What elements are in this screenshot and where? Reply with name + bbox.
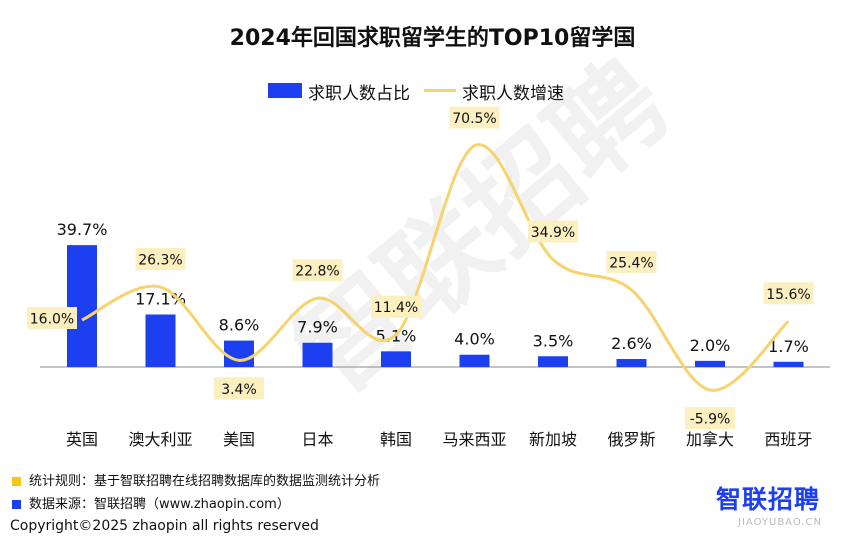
legend-line-label: 求职人数增速 [462,84,564,104]
line-label-4: 11.4% [374,300,418,316]
line-label-box-7 [606,250,657,273]
bar-2 [224,340,254,367]
line-label-9: 15.6% [766,287,810,303]
bar-1 [145,314,176,367]
line-label-1: 26.3% [138,253,182,269]
line-label-0: 16.0% [30,312,74,328]
x-tick-label-7: 俄罗斯 [607,430,655,449]
note-rule-text: 统计规则：基于智联招聘在线招聘数据库的数据监测统计分析 [29,474,381,489]
bar-7 [616,359,647,367]
bar-label-7: 2.6% [611,334,652,353]
bar-label-6: 3.5% [533,331,574,350]
line-label-7: 25.4% [609,255,653,271]
bar-3 [302,342,333,367]
bar-4 [381,351,411,367]
legend: 求职人数占比 求职人数增速 [0,79,865,104]
x-tick-label-2: 美国 [223,430,255,449]
bar-label-3: 7.9% [297,318,338,337]
note-source: 数据来源：智联招聘（www.zhaopin.com） [12,493,290,512]
bar-9 [773,361,804,367]
x-tick-label-6: 新加坡 [529,430,577,449]
legend-bar-swatch [268,83,302,98]
note-rule: 统计规则：基于智联招聘在线招聘数据库的数据监测统计分析 [12,470,380,489]
bar-label-2: 8.6% [219,316,260,335]
line-label-box-0 [27,307,77,329]
x-tick-label-4: 韩国 [380,430,412,449]
line-label-3: 22.8% [295,264,339,280]
chart-area: 39.7%17.1%8.6% 7.9% 5.1% 4.0% 3.5% 2.6% 2.0% 1.… [27,106,830,449]
bar-6 [538,356,568,367]
note-source-marker [12,500,21,509]
bar-label-9: 1.7% [768,337,809,356]
note-rule-marker [12,477,21,486]
line-label-box-8 [685,407,735,430]
line-label-box-2 [214,377,264,400]
bar-8 [695,360,725,367]
copyright: Copyright©2025 zhaopin all rights reserv… [10,518,319,534]
line-label-5: 70.5% [452,111,496,127]
logo-subtext: JIAOYUBAO.CN [738,517,822,528]
line-label-8: -5.9% [690,412,731,428]
bar-5 [459,354,490,367]
line-label-box-4 [371,295,421,318]
note-source-text: 数据来源：智联招聘（www.zhaopin.com） [29,497,290,512]
bar-label-0: 39.7% [57,220,108,239]
legend-bar-label: 求职人数占比 [308,84,410,104]
chart-title: 2024年回国求职留学生的TOP10留学国 [229,26,636,51]
line-label-box-5 [449,106,500,129]
x-tick-label-3: 日本 [301,430,333,449]
line-label-box-1 [135,248,186,271]
bar-label-5: 4.0% [454,330,495,349]
line-label-box-9 [763,282,814,305]
line-label-6: 34.9% [531,225,575,241]
legend-line-swatch [424,89,456,92]
growth-line [81,143,790,392]
x-tick-label-5: 马来西亚 [442,430,506,449]
x-tick-label-1: 澳大利亚 [128,430,192,449]
line-label-box-6 [528,220,578,243]
x-tick-label-8: 加拿大 [686,430,734,449]
logo: 智联招聘 [716,485,821,514]
x-tick-label-9: 西班牙 [764,430,812,449]
line-label-box-3 [292,259,343,282]
bar-0 [67,245,97,367]
bar-label-8: 2.0% [690,336,731,355]
x-tick-label-0: 英国 [66,430,98,449]
line-label-2: 3.4% [221,382,257,398]
